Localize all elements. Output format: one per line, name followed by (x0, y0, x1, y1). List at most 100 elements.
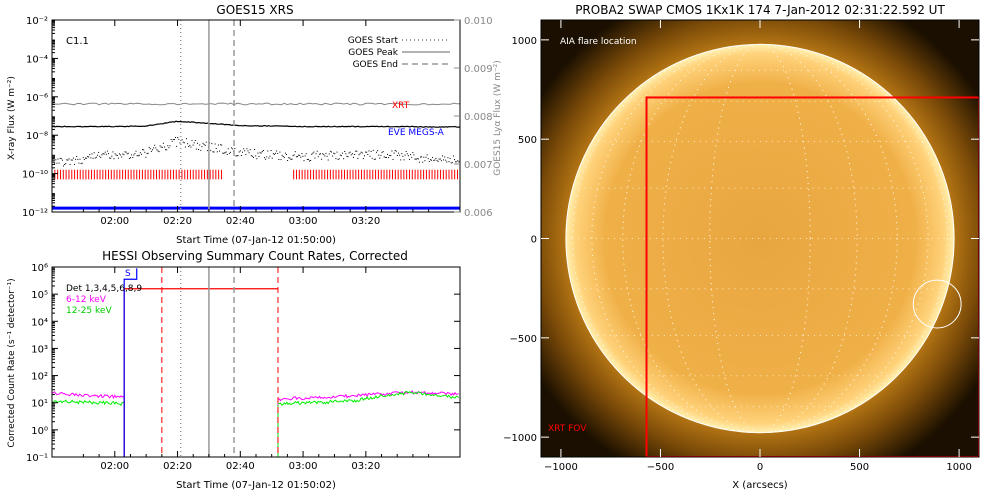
swap-ytick-label: −1000 (503, 433, 537, 444)
goes-short-channel-point (334, 153, 336, 155)
goes-short-channel-point (237, 155, 239, 157)
goes-short-channel-point (403, 159, 405, 161)
goes-short-channel-point (89, 154, 91, 156)
swap-axes: −1000 −500 0 500 1000 −1000 −500 0 500 1000 (503, 20, 979, 473)
goes-short-channel-point (311, 153, 313, 155)
goes-short-channel-point (224, 152, 226, 154)
hessi-plateau-line (123, 288, 278, 457)
goes-short-channel-point (395, 150, 397, 152)
goes-short-channel-point (373, 158, 375, 160)
goes-short-channel-point (323, 154, 325, 156)
goes-axes: 02:00 02:20 02:40 03:00 03:20 10⁻¹² 10⁻¹⁰ 10⁻⁸ 1… (22, 16, 493, 227)
aia-flare-circle (912, 279, 962, 329)
goes-short-channel-point (333, 152, 335, 154)
goes-short-channel-point (192, 144, 194, 146)
goes-short-channel-point (78, 162, 80, 164)
goes-short-channel-point (133, 154, 135, 156)
goes-short-channel-point (86, 157, 88, 159)
goes-short-channel-point (401, 153, 403, 155)
goes-time-markers (179, 20, 235, 212)
goes-short-channel-point (361, 152, 363, 154)
goes-short-channel-point (235, 155, 237, 157)
goes-short-channel-point (325, 152, 327, 154)
goes-short-channel-point (206, 150, 208, 152)
goes-short-channel-point (64, 164, 66, 165)
goes-short-channel-point (307, 158, 309, 160)
swap-ytick-label: 500 (518, 135, 537, 146)
hessi-plot-frame (51, 266, 461, 458)
goes-short-channel-point (421, 156, 423, 158)
goes-short-channel-point (108, 153, 109, 155)
goes-short-channel-point (169, 145, 171, 147)
goes-short-channel-point (146, 153, 148, 155)
goes-short-channel-point (326, 155, 328, 157)
goes-short-channel-point (381, 152, 383, 154)
goes-short-channel-point (115, 154, 117, 156)
goes-short-channel-point (265, 158, 267, 160)
goes-short-channel-point (87, 156, 89, 157)
goes-short-channel-point (116, 155, 118, 156)
goes-short-channel-point (197, 142, 198, 144)
goes-short-channel-point (388, 157, 390, 159)
swap-xtick-label: 0 (757, 462, 763, 473)
goes-short-channel-point (245, 154, 247, 156)
goes-short-channel-point (181, 139, 183, 141)
goes-short-channel-point (322, 153, 324, 155)
goes-short-channel-point (100, 157, 102, 159)
xrt-fov-label: XRT FOV (548, 424, 587, 434)
goes-short-channel-point (426, 154, 428, 156)
goes-short-channel-point (160, 146, 162, 148)
goes-long-channel-line (51, 120, 460, 128)
goes-short-channel-point (123, 154, 125, 156)
goes-short-channel-point (194, 140, 196, 141)
goes-short-channel-point (369, 155, 371, 157)
goes-short-channel-point (270, 150, 272, 151)
goes-short-channel-point (136, 155, 138, 157)
goes-short-channel-point (339, 154, 341, 156)
goes-short-channel-point (57, 158, 59, 160)
longitude-line (572, 43, 948, 434)
goes-short-channel-point (456, 161, 458, 163)
goes-short-channel-point (416, 158, 418, 160)
xrt-fov-box (645, 96, 979, 457)
goes-xtick-label: 02:20 (163, 216, 192, 227)
eve-label: EVE MEGS-A (388, 128, 445, 138)
goes-short-channel-point (368, 150, 370, 152)
goes-short-channel-point (359, 153, 361, 155)
goes-short-channel-point (321, 158, 323, 160)
goes-short-channel-point (189, 144, 191, 146)
goes-short-channel-point (135, 150, 137, 152)
goes-y2tick-label: 0.008 (464, 112, 493, 123)
goes-short-channel-point (243, 148, 245, 150)
goes-short-channel-point (318, 153, 320, 155)
goes-short-channel-point (458, 161, 460, 163)
swap-xtick-label: 500 (850, 462, 869, 473)
goes-short-channel-point (354, 154, 356, 155)
goes-short-channel-point (258, 156, 260, 157)
goes-short-channel-point (415, 158, 417, 160)
goes-short-channel-point (380, 154, 382, 156)
goes-short-channel-point (427, 158, 429, 160)
goes-short-channel-point (379, 157, 381, 159)
goes-short-channel-point (355, 150, 357, 152)
goes-short-channel-point (165, 149, 167, 151)
goes-short-channel-point (68, 158, 70, 160)
goes-short-channel-point (158, 151, 160, 153)
goes-short-channel-point (353, 156, 354, 158)
aia-location-label: AIA flare location (560, 37, 637, 47)
goes-short-channel-point (187, 143, 189, 145)
goes-short-channel-point (417, 158, 419, 160)
goes-short-channel-point (268, 157, 270, 159)
hessi-xtick-label: 02:40 (226, 461, 255, 472)
hessi-ytick-label: 10⁴ (31, 317, 48, 328)
goes-short-channel-point (405, 151, 407, 152)
goes-short-channel-point (414, 158, 416, 160)
goes-short-channel-point (277, 152, 279, 154)
goes-short-channel-point (164, 146, 165, 148)
goes-short-channel-point (238, 151, 240, 153)
goes-short-channel-point (251, 155, 253, 157)
goes-short-channel-point (350, 154, 352, 156)
goes-short-channel-point (428, 161, 430, 162)
goes-short-channel-point (236, 155, 238, 157)
goes-short-channel-point (452, 155, 454, 157)
